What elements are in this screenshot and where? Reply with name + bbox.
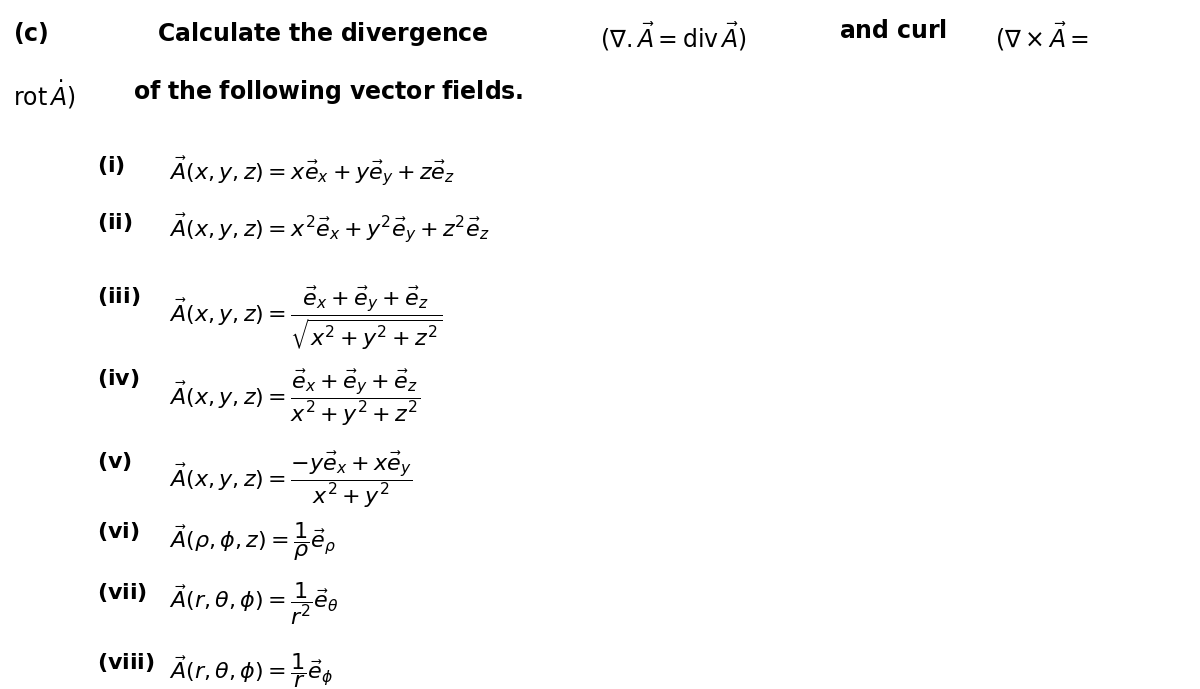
Text: $\vec{A}(x,y,z) = x^2\vec{e}_x + y^2\vec{e}_y + z^2\vec{e}_z$: $\vec{A}(x,y,z) = x^2\vec{e}_x + y^2\vec… [169, 212, 490, 245]
Text: $\vec{A}(x,y,z) = \dfrac{\vec{e}_x + \vec{e}_y + \vec{e}_z}{x^2 + y^2 + z^2}$: $\vec{A}(x,y,z) = \dfrac{\vec{e}_x + \ve… [169, 367, 420, 428]
Text: $\mathbf{(c)}$: $\mathbf{(c)}$ [13, 21, 49, 46]
Text: $\mathbf{(vii)}$: $\mathbf{(vii)}$ [97, 581, 148, 604]
Text: $\vec{A}(r,\theta,\phi) = \dfrac{1}{r^2}\vec{e}_\theta$: $\vec{A}(r,\theta,\phi) = \dfrac{1}{r^2}… [169, 581, 338, 627]
Text: $\mathbf{Calculate\ the\ divergence}$: $\mathbf{Calculate\ the\ divergence}$ [157, 21, 488, 48]
Text: $\vec{A}(x,y,z) = x\vec{e}_x + y\vec{e}_y + z\vec{e}_z$: $\vec{A}(x,y,z) = x\vec{e}_x + y\vec{e}_… [169, 154, 455, 188]
Text: $\vec{A}(\rho,\phi,z) = \dfrac{1}{\rho}\vec{e}_\rho$: $\vec{A}(\rho,\phi,z) = \dfrac{1}{\rho}\… [169, 520, 336, 563]
Text: $(\nabla \times \vec{A} =$: $(\nabla \times \vec{A} =$ [995, 21, 1090, 53]
Text: $\mathbf{and\ curl}$: $\mathbf{and\ curl}$ [840, 21, 947, 43]
Text: $\mathbf{of\ the\ following\ vector\ fields.}$: $\mathbf{of\ the\ following\ vector\ fie… [133, 78, 523, 106]
Text: $\mathbf{(viii)}$: $\mathbf{(viii)}$ [97, 651, 155, 674]
Text: $\mathbf{(vi)}$: $\mathbf{(vi)}$ [97, 520, 139, 543]
Text: $\vec{A}(x,y,z) = \dfrac{\vec{e}_x + \vec{e}_y + \vec{e}_z}{\sqrt{x^2 + y^2 + z^: $\vec{A}(x,y,z) = \dfrac{\vec{e}_x + \ve… [169, 285, 443, 352]
Text: $\mathbf{(iv)}$: $\mathbf{(iv)}$ [97, 367, 139, 391]
Text: $\vec{A}(r,\theta,\phi) = \dfrac{1}{r}\vec{e}_\phi$: $\vec{A}(r,\theta,\phi) = \dfrac{1}{r}\v… [169, 651, 332, 689]
Text: $\mathbf{(ii)}$: $\mathbf{(ii)}$ [97, 212, 133, 234]
Text: $\mathbf{(v)}$: $\mathbf{(v)}$ [97, 450, 132, 473]
Text: $\mathbf{(iii)}$: $\mathbf{(iii)}$ [97, 285, 140, 308]
Text: $\vec{A}(x,y,z) = \dfrac{-y\vec{e}_x + x\vec{e}_y}{x^2 + y^2}$: $\vec{A}(x,y,z) = \dfrac{-y\vec{e}_x + x… [169, 450, 413, 511]
Text: $\mathbf{(i)}$: $\mathbf{(i)}$ [97, 154, 125, 177]
Text: $\mathrm{rot}\,\dot{A})$: $\mathrm{rot}\,\dot{A})$ [13, 78, 76, 110]
Text: $(\nabla.\vec{A} = \mathrm{div}\,\vec{A})$: $(\nabla.\vec{A} = \mathrm{div}\,\vec{A}… [600, 21, 746, 53]
